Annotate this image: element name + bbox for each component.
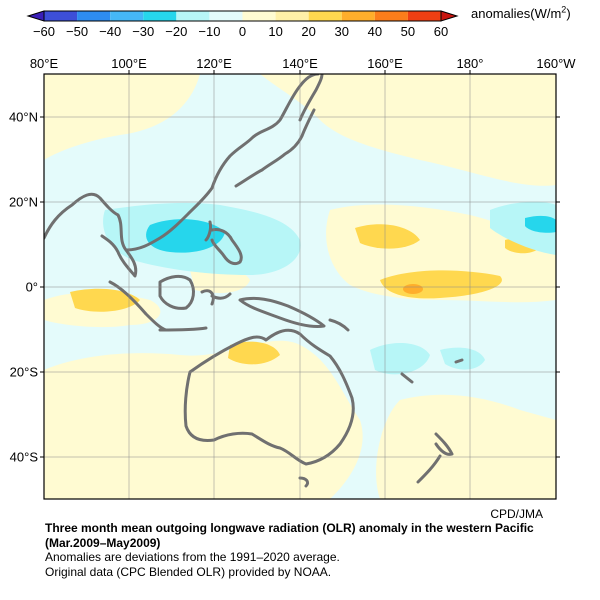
colorbar-tick-label: 10 — [268, 24, 283, 39]
colorbar — [26, 10, 459, 22]
lat-label-40n: 40°N — [8, 109, 38, 125]
colorbar-tick-label: 40 — [367, 24, 383, 39]
tasmania — [298, 476, 310, 488]
taiwan — [204, 220, 212, 242]
philippines — [210, 228, 243, 266]
colorbar-segment — [44, 11, 78, 21]
frame-ticks — [40, 70, 560, 458]
japan — [234, 108, 316, 188]
colorbar-tick-label: −50 — [66, 24, 89, 39]
lon-label-160w: 160°W — [536, 56, 576, 71]
caption-title: Three month mean outgoing longwave radia… — [45, 521, 534, 535]
colorbar-segment — [209, 11, 243, 21]
new-guinea — [238, 296, 326, 328]
credit-text: CPD/JMA — [490, 507, 543, 521]
lon-label-100e: 100°E — [111, 56, 147, 71]
colorbar-segments — [44, 11, 441, 21]
colorbar-segment — [341, 11, 375, 21]
colorbar-tick-label: 20 — [301, 24, 316, 39]
lon-label-80e: 80°E — [29, 56, 59, 71]
asia-coast — [44, 74, 320, 278]
lat-label-0: 0° — [25, 279, 38, 295]
colorbar-tick-label: −40 — [99, 24, 122, 39]
negative-anomaly-cores — [146, 215, 556, 253]
lat-label-20n: 20°N — [8, 194, 38, 210]
lon-label-160e: 160°E — [367, 56, 403, 71]
colorbar-segment — [176, 11, 210, 21]
colorbar-segment — [308, 11, 342, 21]
sakhalin — [298, 74, 324, 122]
colorbar-tick-label: −30 — [132, 24, 155, 39]
colorbar-tick-label: 30 — [334, 24, 349, 39]
solomons — [328, 318, 350, 332]
sumatra — [108, 280, 168, 332]
colorbar-segment — [275, 11, 309, 21]
lon-label-180: 180° — [456, 56, 484, 71]
lat-label-20s: 20°S — [9, 364, 38, 380]
colorbar-tick-label: −20 — [165, 24, 188, 39]
colorbar-tick-label: −10 — [198, 24, 221, 39]
colorbar-segment — [374, 11, 408, 21]
caption-note-average: Anomalies are deviations from the 1991–2… — [45, 550, 340, 564]
colorbar-tick-label: −60 — [32, 24, 56, 39]
colorbar-segment — [77, 11, 111, 21]
colorbar-segment — [242, 11, 276, 21]
borneo — [158, 274, 195, 310]
olr-anomaly-map — [40, 70, 560, 500]
new-zealand-north — [434, 432, 454, 456]
fiji — [400, 358, 464, 384]
graticule — [44, 74, 556, 499]
colorbar-segment — [110, 11, 144, 21]
positive-anomaly-areas — [44, 74, 556, 499]
java — [158, 326, 208, 332]
colorbar-tick-label: 50 — [400, 24, 416, 39]
caption-note-source: Original data (CPC Blended OLR) provided… — [45, 565, 332, 579]
lon-label-140e: 140°E — [282, 56, 318, 71]
colorbar-segment — [143, 11, 177, 21]
lon-label-120e: 120°E — [196, 56, 232, 71]
caption-period: (Mar.2009–May2009) — [45, 536, 161, 550]
colorbar-tick-label: 60 — [433, 24, 449, 39]
colorbar-units: anomalies(W/m2) — [471, 4, 571, 21]
colorbar-tick-label: 0 — [238, 24, 247, 39]
new-zealand-south — [416, 454, 442, 484]
positive-anomaly-peak — [403, 284, 423, 294]
colorbar-segment — [407, 11, 441, 21]
lat-label-40s: 40°S — [9, 449, 38, 465]
